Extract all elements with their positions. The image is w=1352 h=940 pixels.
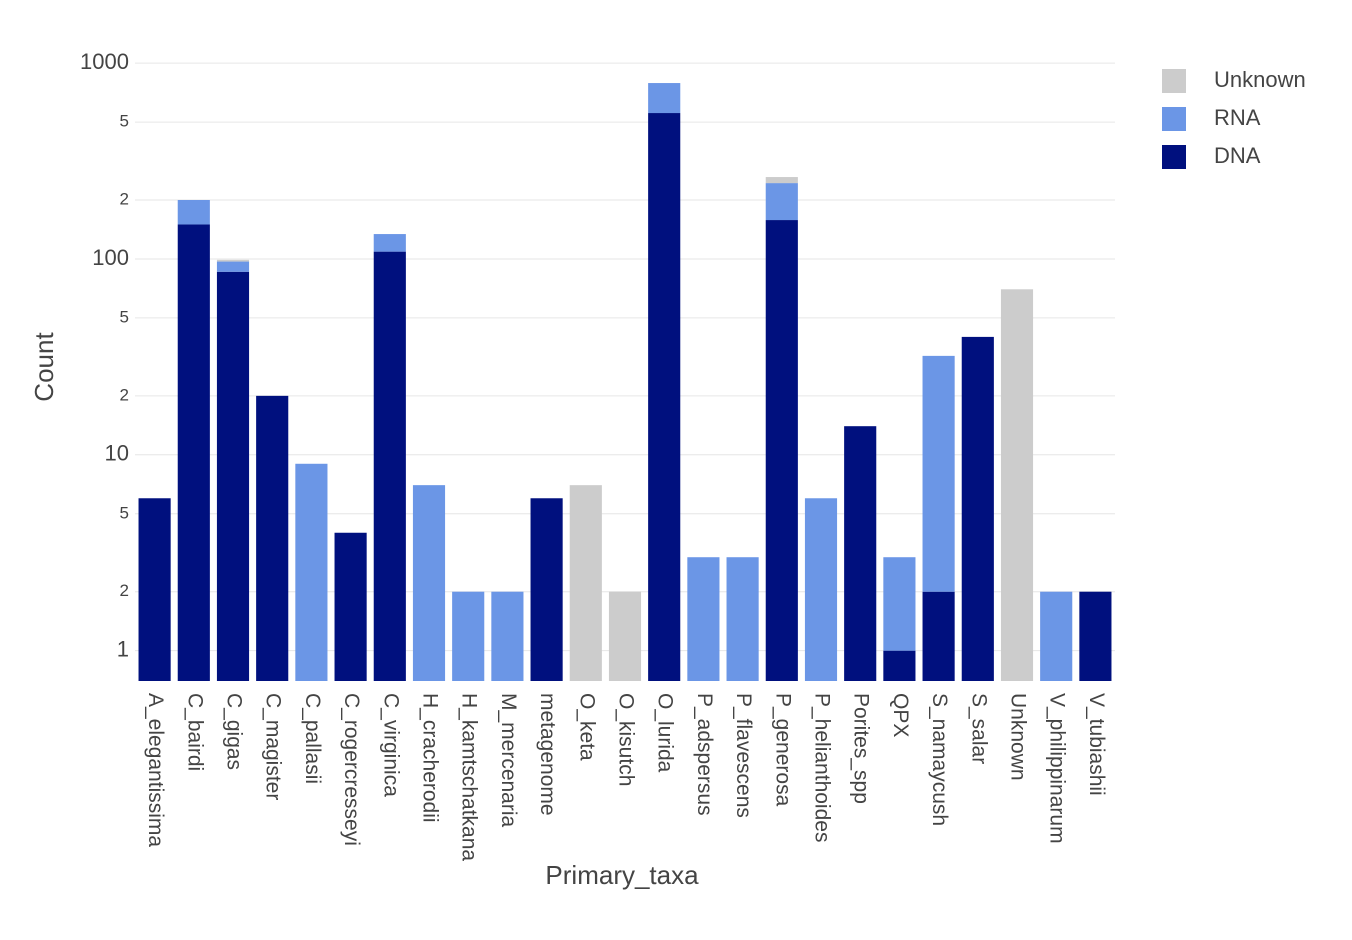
bar-segment xyxy=(216,261,250,272)
bar-segment xyxy=(216,271,250,681)
bar-segment xyxy=(687,557,720,681)
bar-segment xyxy=(765,183,798,221)
x-tick-label: A_elegantissima xyxy=(144,693,167,847)
x-tick-label: P_generosa xyxy=(771,693,794,807)
bar-segment xyxy=(608,591,642,681)
bar-segment xyxy=(569,485,602,681)
y-tick-label: 5 xyxy=(120,112,129,131)
bar-segment xyxy=(1040,591,1073,681)
bar-segment xyxy=(452,591,485,681)
x-tick-label: C_magister xyxy=(262,693,285,800)
x-tick-label: O_lurida xyxy=(654,693,677,773)
bar-segment xyxy=(177,224,210,681)
x-tick-label: C_pallasii xyxy=(301,693,324,784)
y-tick-label: 2 xyxy=(120,385,129,404)
x-tick-label: M_mercenaria xyxy=(497,693,520,828)
legend-swatch xyxy=(1162,69,1186,93)
bar-segment xyxy=(216,259,250,262)
y-tick-label: 1 xyxy=(117,636,129,661)
x-tick-label: V_philippinarum xyxy=(1046,693,1069,844)
y-tick-label: 1000 xyxy=(80,49,129,74)
bar-segment xyxy=(765,177,798,184)
bar-segment xyxy=(883,650,916,681)
bar-segment xyxy=(530,498,563,681)
bar-segment xyxy=(726,557,759,681)
bar-segment xyxy=(412,485,446,681)
x-tick-label: QPX xyxy=(889,693,912,737)
legend-label: DNA xyxy=(1214,143,1261,168)
bar-segment xyxy=(922,355,955,592)
bar-segment xyxy=(491,591,524,681)
x-tick-label: P_helianthoides xyxy=(810,693,833,842)
legend-label: RNA xyxy=(1214,105,1261,130)
x-tick-label: H_kamtschatkana xyxy=(458,693,481,861)
x-tick-label: Porites_spp xyxy=(850,693,873,804)
bar-segment xyxy=(648,83,681,114)
y-tick-label: 2 xyxy=(120,581,129,600)
legend-swatch xyxy=(1162,107,1186,131)
x-axis-title: Primary_taxa xyxy=(545,860,699,890)
x-tick-label: Unknown xyxy=(1006,693,1029,781)
bar-segment xyxy=(648,113,681,682)
bar-segment xyxy=(922,591,955,681)
x-tick-label: C_gigas xyxy=(222,693,245,770)
x-tick-label: S_salar xyxy=(967,693,990,764)
y-tick-label: 2 xyxy=(120,189,129,208)
bar-segment xyxy=(373,251,406,681)
x-tick-label: metagenome xyxy=(536,693,559,816)
bar-segment xyxy=(1000,289,1034,681)
bar-segment xyxy=(177,200,210,225)
bar-segment xyxy=(334,532,367,681)
bar-segment xyxy=(765,220,798,681)
y-tick-label: 5 xyxy=(120,503,129,522)
x-tick-label: P_flavescens xyxy=(732,693,755,818)
y-tick-label: 5 xyxy=(120,307,129,326)
x-tick-label: C_bairdi xyxy=(183,693,206,771)
bar-segment xyxy=(138,498,171,681)
y-axis-title: Count xyxy=(29,332,59,402)
x-tick-label: V_tubiashii xyxy=(1085,693,1108,796)
bar-segment xyxy=(295,463,328,681)
bar-segment xyxy=(373,234,406,252)
y-tick-label: 100 xyxy=(92,245,129,270)
x-tick-label: S_namaycush xyxy=(928,693,951,826)
x-tick-label: H_cracherodii xyxy=(418,693,441,823)
bar-segment xyxy=(961,336,994,681)
x-tick-label: C_virginica xyxy=(379,693,402,797)
bar-segment xyxy=(256,395,289,681)
bar-segment xyxy=(883,557,916,651)
x-tick-label: P_adspersus xyxy=(693,693,716,816)
x-tick-label: O_kisutch xyxy=(614,693,637,786)
bar-segment xyxy=(844,426,877,681)
bar-segment xyxy=(1079,591,1112,681)
legend-label: Unknown xyxy=(1214,67,1306,92)
legend-swatch xyxy=(1162,145,1186,169)
bar-segment xyxy=(804,498,838,681)
y-tick-label: 10 xyxy=(105,441,129,466)
x-tick-label: C_rogercresseyi xyxy=(340,693,363,846)
x-tick-label: O_keta xyxy=(575,693,598,761)
